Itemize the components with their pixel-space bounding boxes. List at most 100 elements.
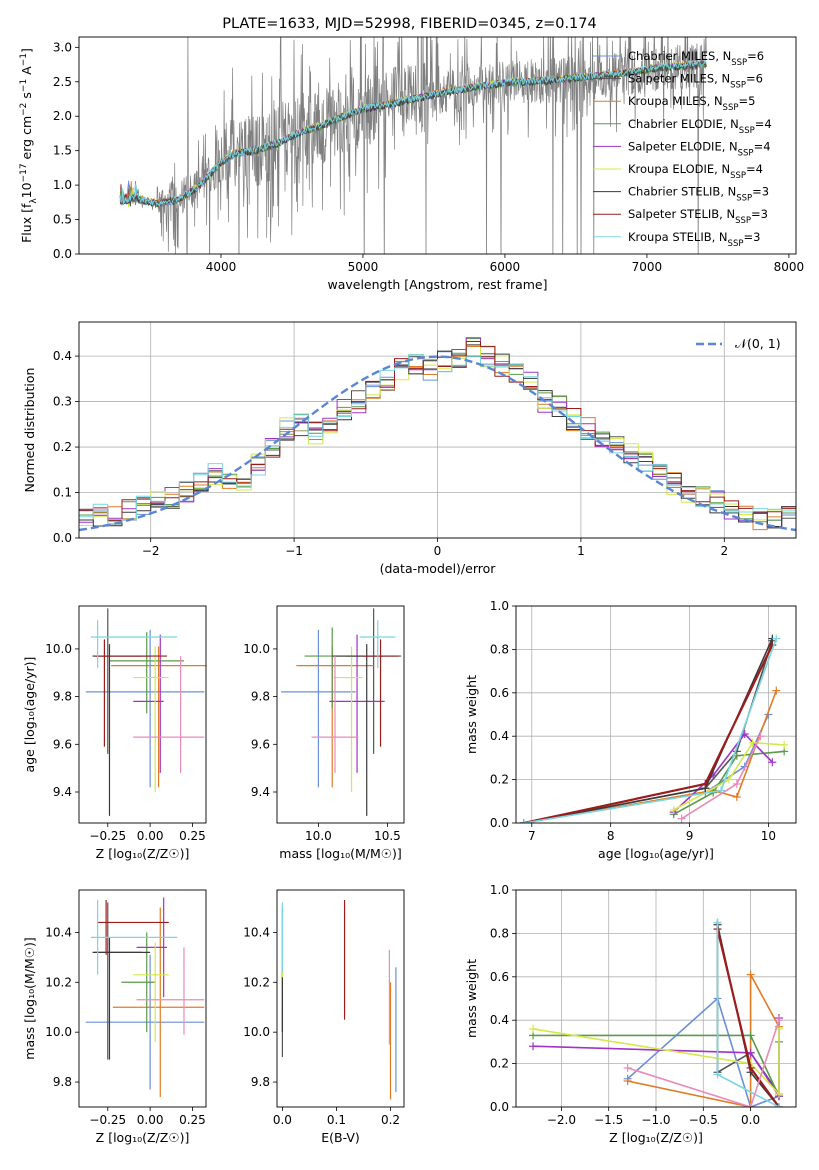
- legend-pre: Kroupa ELODIE, N: [628, 162, 730, 176]
- residual-hist-8: [79, 354, 796, 523]
- ylabel-sup: −2: [19, 103, 29, 116]
- panel-massweight_vs_age: 7 8 9 10 0.0 0.2 0.4 0.6 0.8 1.0 age [log₁₀(age/yr…: [464, 599, 797, 861]
- y-tick-label: 9.8: [53, 690, 72, 704]
- y-tick-label: 1.0: [490, 599, 509, 613]
- y-tick-label: 9.8: [251, 1075, 270, 1089]
- legend-post: =4: [755, 117, 772, 131]
- ylabel-part: A: [19, 66, 34, 79]
- y-tick-label: 9.4: [251, 785, 270, 799]
- ylabel-sup: −1: [19, 53, 29, 66]
- y-tick-label: 0.2: [53, 440, 72, 454]
- y-tick-label: 0.2: [490, 1057, 509, 1071]
- legend-post: =3: [751, 207, 768, 221]
- x-tick-label: 7000: [632, 260, 663, 274]
- y-axis-label: Flux [fλ10−17 erg cm−2 s−1 A−1]: [19, 48, 39, 243]
- legend-sub: SSP: [723, 103, 739, 113]
- y-tick-label: 0.8: [490, 642, 509, 656]
- axes-frame: [276, 605, 405, 824]
- x-tick-label: 9: [686, 829, 694, 843]
- legend-entry: Salpeter MILES, NSSP=6: [628, 72, 763, 91]
- legend-entry: Chabrier ELODIE, NSSP=4: [628, 117, 772, 136]
- legend-pre: Chabrier STELIB, N: [628, 185, 736, 199]
- x-tick-label: 10: [761, 829, 776, 843]
- y-tick-label: 9.4: [53, 785, 72, 799]
- x-tick-label: 8: [607, 829, 615, 843]
- x-axis-label: Z [log₁₀(Z/Z☉)]: [609, 1130, 703, 1145]
- axes-frame: [78, 889, 207, 1108]
- error-bars: [281, 608, 402, 816]
- y-tick-label: 10.4: [243, 925, 270, 939]
- residual-hist-6: [79, 350, 796, 527]
- panel-mass_vs_EBV: 0.0 0.1 0.2 9.8 10.0 10.2 10.4 E(B-V): [243, 889, 405, 1145]
- weight-series-2: [627, 974, 780, 1107]
- y-tick-label: 9.8: [251, 690, 270, 704]
- ylabel-part: 10: [19, 182, 34, 198]
- y-tick-label: 0.2: [490, 773, 509, 787]
- legend-sub: SSP: [730, 171, 746, 181]
- legend-pre: Chabrier ELODIE, N: [628, 117, 739, 131]
- y-tick-label: 2.0: [53, 109, 72, 123]
- legend-entry: Kroupa MILES, NSSP=5: [628, 94, 755, 113]
- x-tick-label: −0.25: [89, 1113, 126, 1127]
- y-tick-label: 0.0: [490, 1100, 509, 1114]
- y-tick-label: 1.0: [53, 178, 72, 192]
- legend-post: =3: [743, 230, 760, 244]
- x-axis-label: (data-model)/error: [380, 561, 497, 576]
- x-axis-label: age [log₁₀(age/yr)]: [598, 846, 714, 861]
- x-tick-label: 10.0: [305, 829, 332, 843]
- x-tick-label: 0.0: [741, 1113, 760, 1127]
- legend-pre: Kroupa MILES, N: [628, 94, 723, 108]
- y-tick-label: 0.6: [490, 686, 509, 700]
- legend-entry: Kroupa STELIB, NSSP=3: [628, 230, 760, 249]
- x-tick-label: 10.5: [374, 829, 401, 843]
- model-spectrum-8: [119, 58, 707, 207]
- axes-frame: [276, 889, 405, 1108]
- axes-frame: [78, 321, 797, 539]
- residual-hist-2: [79, 346, 796, 531]
- x-tick-label: −1: [285, 544, 303, 558]
- y-tick-label: 0.4: [490, 1013, 509, 1027]
- weight-series-5: [673, 741, 785, 811]
- histograms: [79, 337, 796, 532]
- y-tick-label: 10.4: [45, 925, 72, 939]
- x-tick-label: 5000: [348, 260, 379, 274]
- y-tick-label: 10.0: [45, 1025, 72, 1039]
- x-tick-label: 0.0: [273, 1113, 292, 1127]
- error-bars: [281, 899, 397, 1100]
- legend-sub: SSP: [736, 194, 752, 204]
- legend-sub: SSP: [728, 239, 744, 249]
- ylabel-part: ]: [19, 48, 34, 53]
- y-tick-label: 9.6: [53, 737, 72, 751]
- y-tick-label: 9.6: [251, 737, 270, 751]
- weight-series-3: [673, 750, 785, 816]
- ylabel-sub: λ: [29, 198, 39, 204]
- legend-entry-normal: 𝒩(0, 1): [735, 336, 781, 351]
- legend-sub: SSP: [739, 126, 755, 136]
- x-tick-label: −2.0: [547, 1113, 576, 1127]
- x-tick-label: 0: [434, 544, 442, 558]
- x-tick-label: 2: [720, 544, 728, 558]
- x-tick-label: 0.00: [137, 829, 164, 843]
- legend-post: =4: [746, 162, 763, 176]
- weight-series-9: [627, 1019, 780, 1107]
- y-tick-label: 10.0: [243, 1025, 270, 1039]
- legend-sub: SSP: [738, 148, 754, 158]
- y-tick-label: 0.6: [490, 970, 509, 984]
- y-tick-label: 0.0: [490, 816, 509, 830]
- ylabel-part: s: [19, 92, 34, 103]
- observed-spectrum: [120, 37, 707, 254]
- ylabel-part: erg cm: [19, 116, 34, 164]
- panel-mass_vs_Z: −0.25 0.00 0.25 9.8 10.0 10.2 10.4 Z [log₁₀(Z/Z…: [22, 889, 207, 1145]
- y-tick-label: 1.5: [53, 144, 72, 158]
- y-tick-label: 10.2: [243, 975, 270, 989]
- x-tick-label: 0.2: [381, 1113, 400, 1127]
- y-tick-label: 0.3: [53, 395, 72, 409]
- legend-entry: Chabrier STELIB, NSSP=3: [628, 185, 769, 204]
- x-axis-label: mass [log₁₀(M/M☉)]: [279, 846, 401, 861]
- x-tick-label: 1: [577, 544, 585, 558]
- legend-entry: Salpeter STELIB, NSSP=3: [628, 207, 768, 226]
- y-tick-label: 10.0: [45, 642, 72, 656]
- x-tick-label: 6000: [490, 260, 521, 274]
